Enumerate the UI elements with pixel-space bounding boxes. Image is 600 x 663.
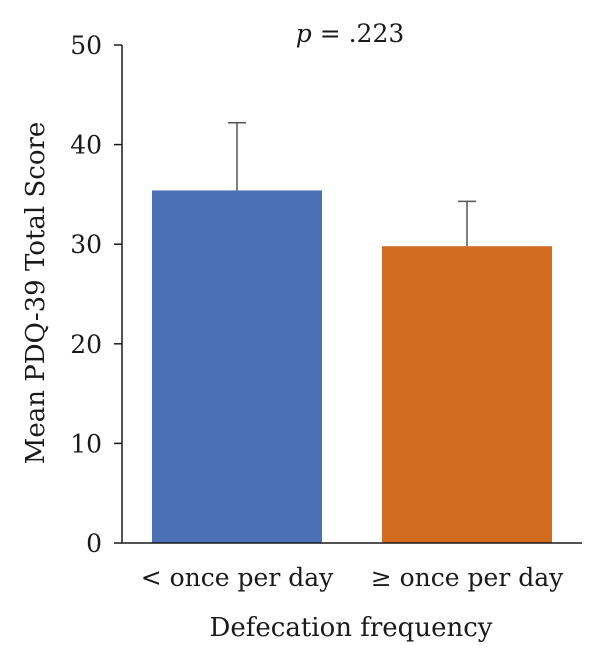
y-tick-label: 20 — [70, 330, 102, 359]
y-tick-label: 50 — [70, 31, 102, 60]
y-tick-label: 40 — [70, 131, 102, 160]
bar — [152, 190, 322, 543]
x-axis-title: Defecation frequency — [210, 613, 493, 643]
category-label: ≥ once per day — [371, 563, 564, 592]
bar — [382, 246, 552, 543]
p-value-annotation: p = .223 — [296, 19, 405, 48]
category-label: < once per day — [141, 563, 334, 592]
y-axis-title: Mean PDQ-39 Total Score — [21, 122, 51, 465]
y-axis-ticks: 0 10 20 30 40 50 — [70, 31, 122, 558]
p-symbol: p — [296, 19, 312, 48]
axes-group — [121, 45, 582, 544]
error-bars-group — [228, 121, 476, 247]
y-tick-label: 0 — [86, 529, 102, 558]
category-labels: < once per day ≥ once per day — [141, 563, 564, 592]
y-tick-label: 30 — [70, 230, 102, 259]
y-tick-label: 10 — [70, 429, 102, 458]
bars-group — [152, 190, 552, 543]
p-value: = .223 — [312, 19, 405, 48]
